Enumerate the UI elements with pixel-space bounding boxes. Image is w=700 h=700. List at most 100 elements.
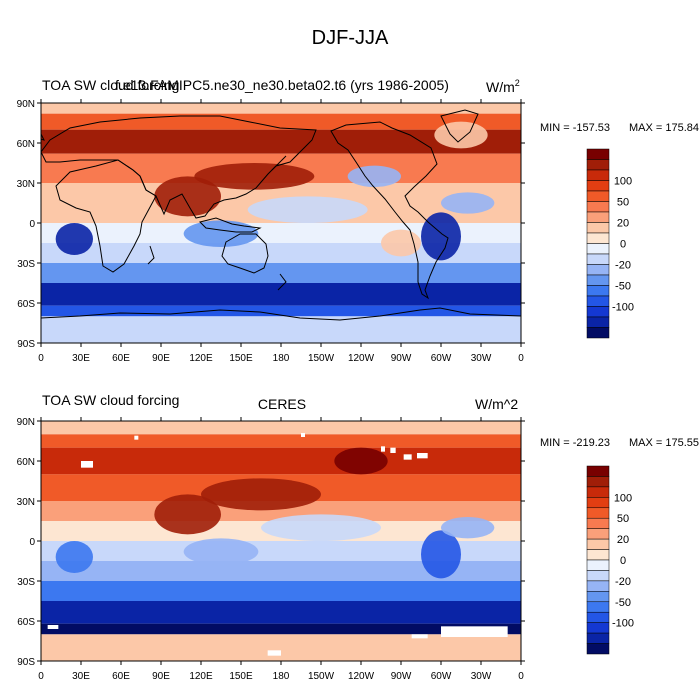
zonal-band <box>41 623 521 635</box>
zonal-band <box>41 541 521 561</box>
model-colorbar: 100 50 20 0 -20 -50 -100 <box>586 148 634 339</box>
model-panel-left-title: TOA SW cloud forcing <box>42 77 179 93</box>
colorbar-label: -50 <box>615 597 631 609</box>
zonal-band <box>41 601 521 624</box>
lon-tick-label: 0 <box>38 353 44 364</box>
regional-anomaly <box>183 538 259 566</box>
regional-anomaly <box>194 163 315 190</box>
colorbar-swatch <box>586 295 610 307</box>
zonal-band <box>41 283 521 306</box>
regional-anomaly <box>201 478 321 511</box>
zonal-band <box>41 561 521 581</box>
colorbar-swatch <box>586 465 610 477</box>
lon-tick-label: 60W <box>431 353 452 364</box>
colorbar-swatch <box>586 580 610 592</box>
colorbar-swatch <box>586 159 610 171</box>
regional-anomaly <box>381 229 421 257</box>
colorbar-swatch <box>586 622 610 634</box>
figure-title: DJF-JJA <box>312 27 389 49</box>
regional-anomaly <box>434 121 488 149</box>
ceres-panel-left-title: TOA SW cloud forcing <box>42 392 179 408</box>
regional-anomaly <box>247 196 368 224</box>
ceres-panel: TOA SW cloud forcing CERES W/m^2 MIN = -… <box>17 392 699 682</box>
zonal-band <box>41 634 521 661</box>
colorbar-swatch <box>586 169 610 181</box>
lon-tick-label: 120E <box>189 353 213 364</box>
colorbar-label: 0 <box>620 239 626 251</box>
lat-tick-label: 30N <box>17 497 35 508</box>
ceres-panel-units: W/m^2 <box>475 396 518 412</box>
coast-antarctica <box>41 307 521 321</box>
colorbar-swatch <box>586 243 610 255</box>
colorbar-label: 100 <box>614 492 632 504</box>
colorbar-label: -20 <box>615 576 631 588</box>
lat-tick-label: 0 <box>29 219 35 230</box>
colorbar-swatch <box>586 316 610 328</box>
lon-tick-label: 120W <box>348 353 375 364</box>
lat-tick-label: 90N <box>17 99 35 110</box>
lat-tick-label: 0 <box>29 537 35 548</box>
colorbar-swatch <box>586 497 610 509</box>
coast-australia <box>221 233 269 274</box>
lat-tick-label: 90S <box>17 657 35 668</box>
regional-anomaly <box>261 514 381 542</box>
lat-tick-label: 30N <box>17 179 35 190</box>
colorbar-swatch <box>586 611 610 623</box>
lat-tick-label: 60S <box>17 299 35 310</box>
colorbar-swatch <box>586 643 610 655</box>
zonal-band <box>41 113 521 130</box>
lat-tick-label: 60S <box>17 617 35 628</box>
missing-data-cell <box>81 461 93 468</box>
ceres-colorbar: 100 50 20 0 -20 -50 -100 <box>586 465 634 655</box>
zonal-band <box>41 421 521 435</box>
lon-tick-label: 120E <box>189 671 213 682</box>
lat-tick-label: 30S <box>17 577 35 588</box>
coast-japan <box>271 155 287 171</box>
lat-tick-label: 90S <box>17 339 35 350</box>
lon-tick-label: 60E <box>112 353 130 364</box>
colorbar-swatch <box>586 222 610 234</box>
coast-greenland <box>440 109 479 143</box>
lon-tick-label: 180 <box>273 353 290 364</box>
model-coastlines <box>41 109 521 321</box>
zonal-band <box>41 316 521 343</box>
model-panel-units: W/m2 <box>486 78 520 95</box>
coast-uk <box>41 132 45 141</box>
zonal-band <box>41 447 521 475</box>
regional-anomaly <box>421 212 461 261</box>
model-panel-center-title: f.e13.FAMIPC5.ne30_ne30.beta02.t6 (yrs 1… <box>115 77 449 93</box>
colorbar-swatch <box>586 528 610 540</box>
zonal-band <box>41 263 521 283</box>
lon-tick-label: 180 <box>273 671 290 682</box>
model-panel-min-label: MIN = -157.53 <box>540 122 610 134</box>
missing-data-cell <box>381 446 385 452</box>
regional-anomaly <box>347 165 402 187</box>
missing-data-cell <box>417 453 428 459</box>
regional-anomaly <box>421 530 461 579</box>
coast-americas <box>330 121 449 300</box>
colorbar-swatch <box>586 486 610 498</box>
colorbar-swatch <box>586 570 610 582</box>
colorbar-swatch <box>586 190 610 202</box>
colorbar-label: 50 <box>617 513 629 525</box>
ceres-panel-max-label: MAX = 175.55 <box>629 437 699 449</box>
colorbar-swatch <box>586 507 610 519</box>
colorbar-swatch <box>586 517 610 529</box>
colorbar-label: -20 <box>615 260 631 272</box>
colorbar-swatch <box>586 538 610 550</box>
lat-tick-label: 90N <box>17 417 35 428</box>
ceres-map <box>41 421 521 661</box>
model-panel-units-base: W/m <box>486 79 515 95</box>
colorbar-swatch <box>586 559 610 571</box>
missing-data-cell <box>441 626 508 637</box>
colorbar-label: -100 <box>612 618 634 630</box>
missing-data-cell <box>411 634 428 639</box>
colorbar-swatch <box>586 476 610 488</box>
colorbar-label: 20 <box>617 218 629 230</box>
lon-tick-label: 90E <box>152 671 170 682</box>
colorbar-swatch <box>586 148 610 160</box>
missing-data-cell <box>47 625 59 629</box>
colorbar-swatch <box>586 632 610 644</box>
